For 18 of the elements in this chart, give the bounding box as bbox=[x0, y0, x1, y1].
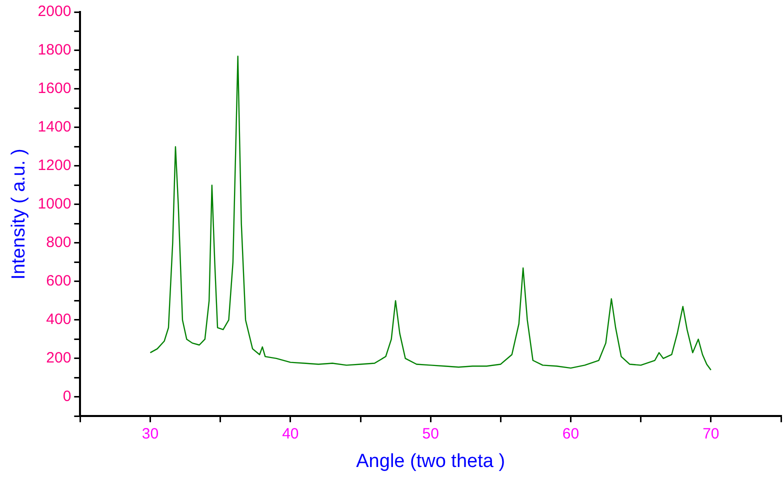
y-tick-label: 1600 bbox=[38, 80, 72, 98]
y-tick-label: 2000 bbox=[38, 3, 72, 20]
y-tick-label: 1200 bbox=[38, 157, 72, 174]
y-tick-label: 1800 bbox=[38, 42, 72, 59]
y-tick-label: 800 bbox=[46, 234, 72, 252]
y-tick-label: 1000 bbox=[38, 196, 72, 213]
x-axis-title: Angle (two theta ) bbox=[356, 450, 506, 472]
x-tick-label: 40 bbox=[282, 425, 299, 442]
x-tick-label: 50 bbox=[422, 425, 439, 442]
x-tick-label: 60 bbox=[562, 425, 580, 442]
y-tick-label: 1400 bbox=[38, 118, 72, 136]
y-tick-label: 200 bbox=[46, 350, 72, 367]
y-tick-label: 600 bbox=[46, 272, 72, 290]
y-tick-label: 400 bbox=[46, 311, 72, 328]
x-tick-label: 30 bbox=[142, 425, 159, 442]
y-axis-title: Intensity ( a.u. ) bbox=[8, 148, 30, 280]
x-tick-label: 70 bbox=[702, 425, 720, 442]
y-tick-label: 0 bbox=[62, 388, 72, 406]
